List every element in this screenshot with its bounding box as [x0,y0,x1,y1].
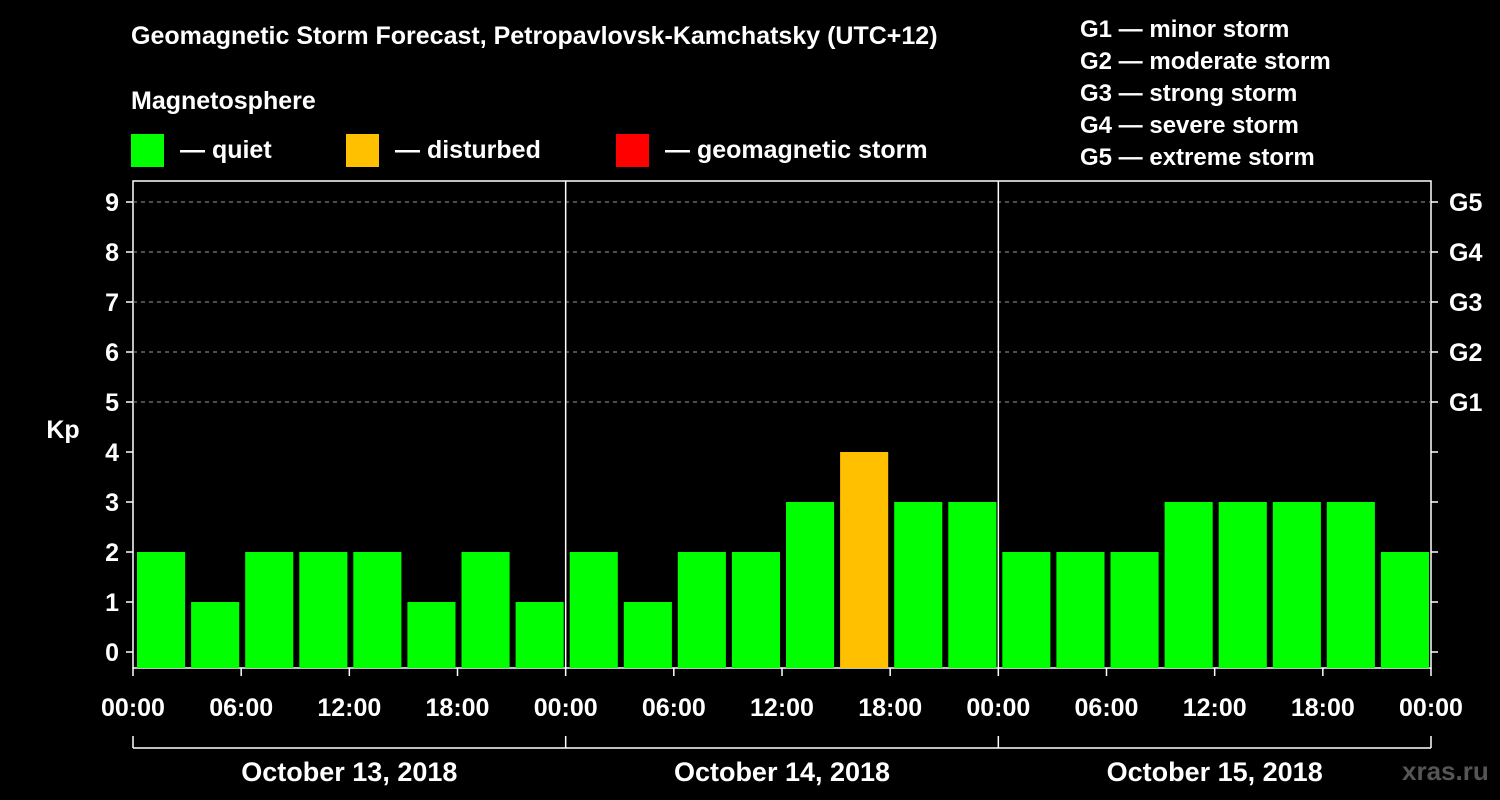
g-level-label-g2: G2 [1449,339,1482,367]
kp-bar-5 [407,602,456,668]
kp-bar-7 [515,602,564,668]
legend-item-quiet: — quiet [131,133,272,167]
day-label-2: October 15, 2018 [1107,757,1323,787]
storm-level-legend: G1 — minor storm G2 — moderate storm G3 … [1080,14,1331,174]
y-tick-label-6: 6 [105,339,119,367]
disturbed-swatch [346,133,379,167]
kp-bar-13 [840,452,889,668]
kp-bar-22 [1326,502,1375,668]
kp-bar-17 [1056,552,1105,668]
kp-bar-3 [299,552,348,668]
storm-level-g3: G3 — strong storm [1080,80,1298,107]
kp-bar-10 [677,552,726,668]
x-tick-label-10: 12:00 [1183,694,1247,722]
storm-level-g2: G2 — moderate storm [1080,48,1331,75]
storm-level-g4: G4 — severe storm [1080,112,1299,139]
x-tick-label-11: 18:00 [1291,694,1355,722]
legend-label-quiet: — quiet [180,135,272,164]
kp-bar-21 [1272,502,1321,668]
kp-bar-9 [623,602,672,668]
legend-title: Magnetosphere [131,87,316,115]
kp-bar-19 [1164,502,1213,668]
x-tick-label-2: 12:00 [317,694,381,722]
quiet-swatch [131,133,164,167]
g-level-label-g3: G3 [1449,289,1482,317]
x-tick-label-8: 00:00 [966,694,1030,722]
g-level-label-g4: G4 [1449,239,1482,267]
g-level-label-g1: G1 [1449,389,1482,417]
storm-swatch [616,133,649,167]
kp-bar-6 [461,552,510,668]
legend-label-storm: — geomagnetic storm [665,135,928,164]
kp-bar-0 [137,552,186,668]
kp-bar-11 [731,552,780,668]
kp-bar-14 [894,502,943,668]
kp-bar-16 [1002,552,1051,668]
kp-bar-23 [1380,552,1429,668]
x-tick-label-5: 06:00 [642,694,706,722]
y-tick-label-1: 1 [105,589,119,617]
y-axis-label: Kp [46,416,79,444]
kp-bar-18 [1110,552,1159,668]
kp-bar-4 [353,552,402,668]
x-tick-label-3: 18:00 [426,694,490,722]
kp-bar-12 [786,502,835,668]
storm-level-g1: G1 — minor storm [1080,16,1290,43]
x-tick-label-0: 00:00 [101,694,165,722]
y-tick-label-3: 3 [105,489,119,517]
x-tick-label-6: 12:00 [750,694,814,722]
x-tick-label-9: 06:00 [1075,694,1139,722]
x-tick-label-12: 00:00 [1399,694,1463,722]
x-tick-label-1: 06:00 [209,694,273,722]
y-tick-label-5: 5 [105,389,119,417]
legend-item-disturbed: — disturbed [346,133,541,167]
kp-bar-2 [245,552,294,668]
kp-bar-1 [191,602,240,668]
y-tick-label-4: 4 [105,439,119,467]
kp-bar-15 [948,502,997,668]
legend-item-storm: — geomagnetic storm [616,133,928,167]
y-tick-label-8: 8 [105,239,119,267]
y-tick-label-2: 2 [105,539,119,567]
kp-bar-8 [569,552,618,668]
x-tick-label-7: 18:00 [858,694,922,722]
chart-title: Geomagnetic Storm Forecast, Petropavlovs… [131,22,938,50]
legend-label-disturbed: — disturbed [395,135,541,164]
watermark: xras.ru [1402,756,1489,786]
kp-bar-20 [1218,502,1267,668]
y-tick-label-7: 7 [105,289,119,317]
day-label-1: October 14, 2018 [674,757,890,787]
y-tick-label-9: 9 [105,189,119,217]
day-label-0: October 13, 2018 [241,757,457,787]
g-level-label-g5: G5 [1449,189,1482,217]
y-tick-label-0: 0 [105,639,119,667]
x-tick-label-4: 00:00 [534,694,598,722]
storm-level-g5: G5 — extreme storm [1080,144,1315,171]
